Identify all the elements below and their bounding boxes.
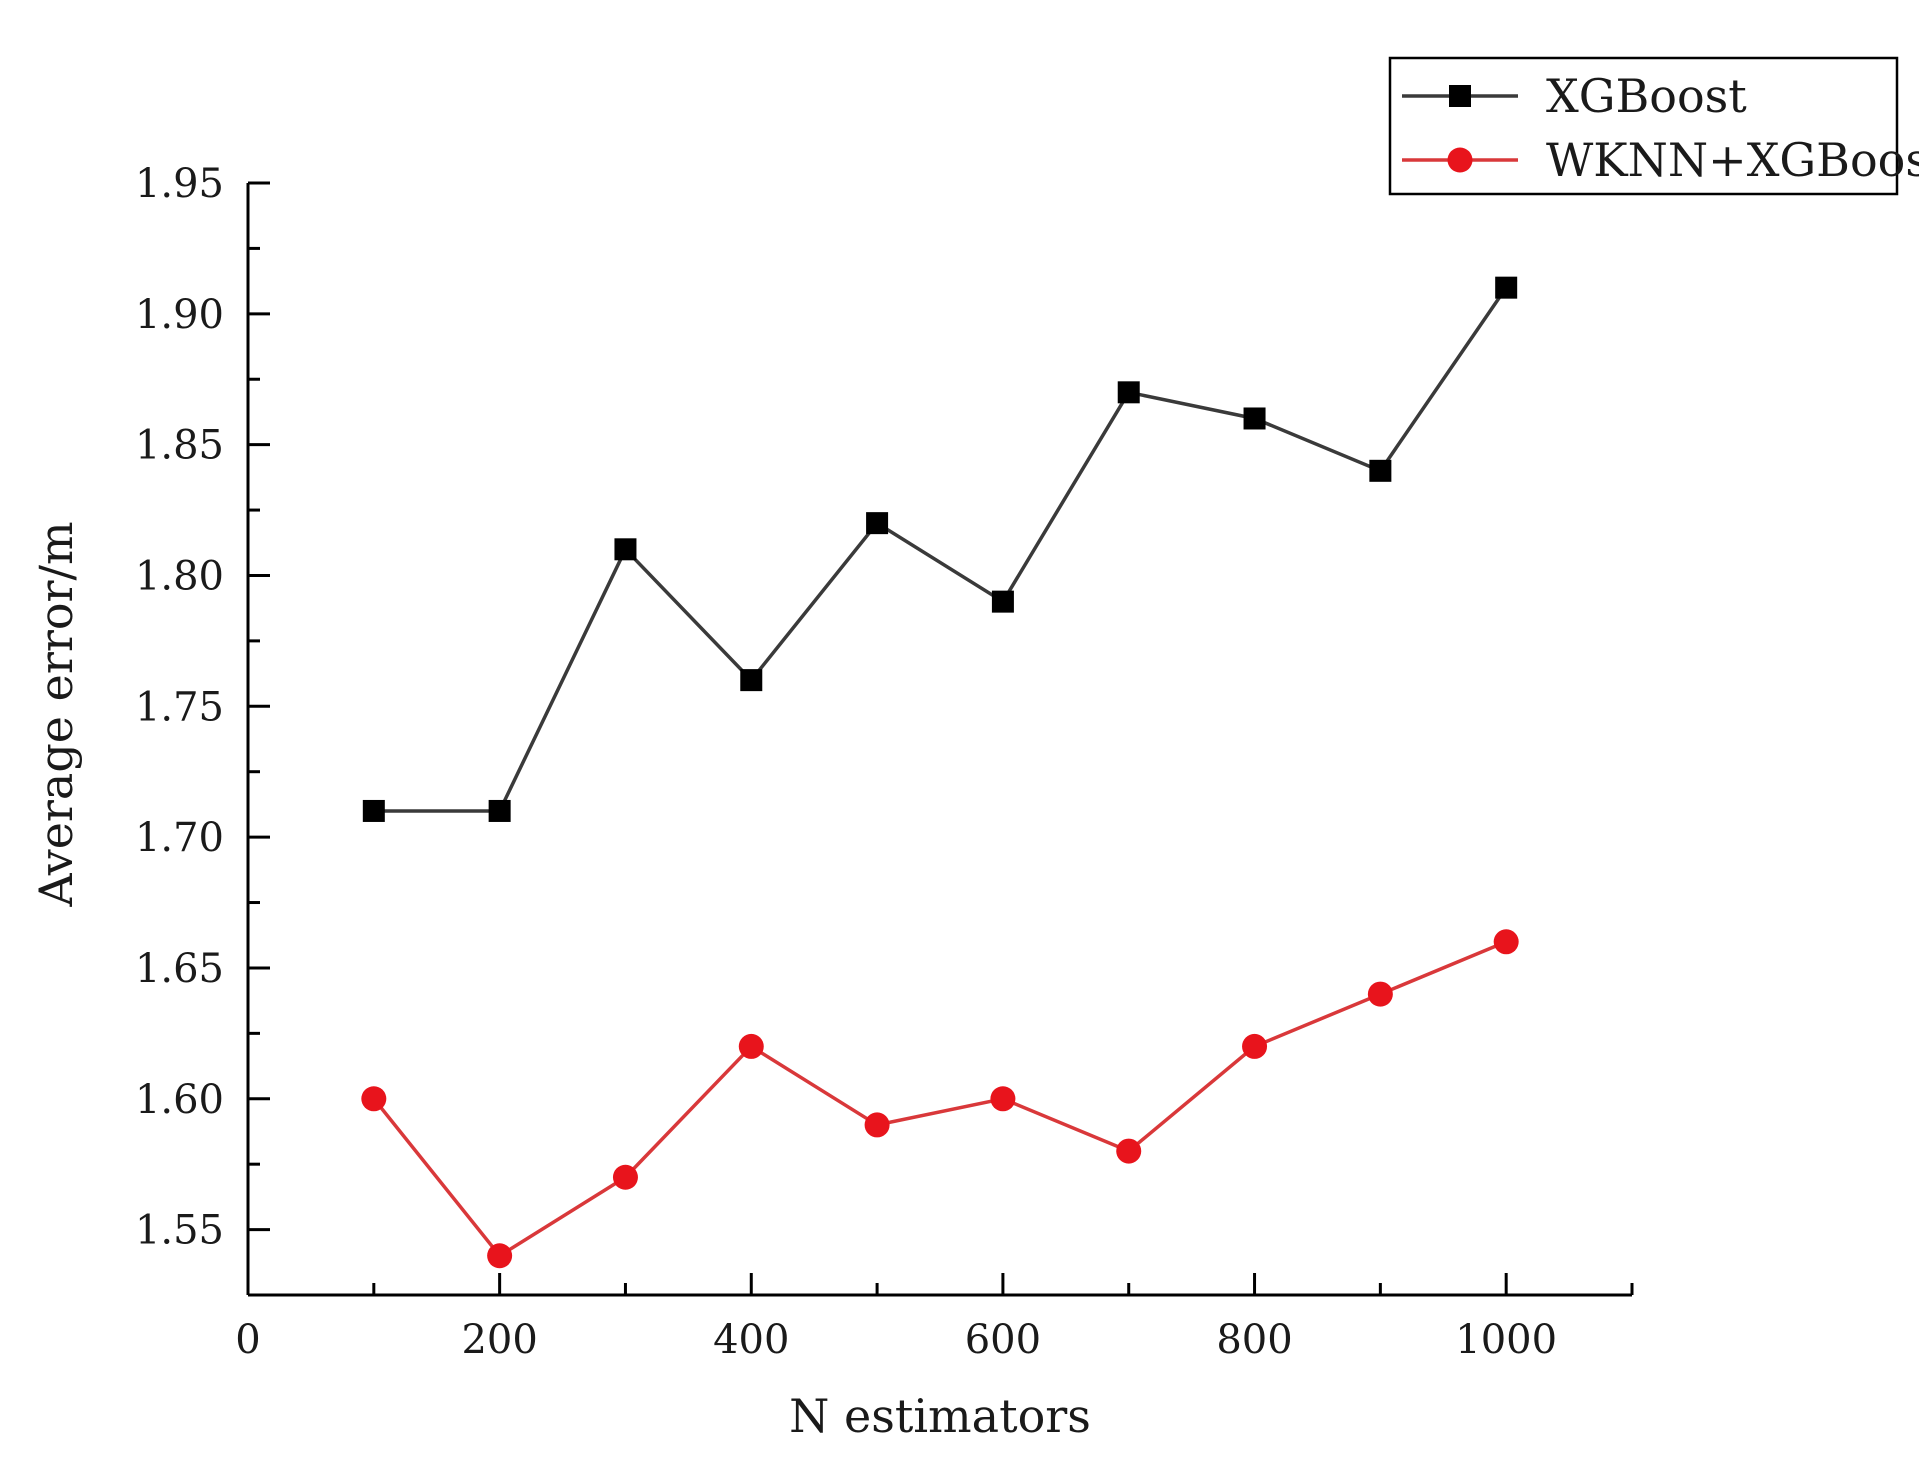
wknn-xgboost-point — [1367, 981, 1393, 1007]
xgboost-point — [866, 512, 889, 535]
x-tick-label: 1000 — [1455, 1317, 1557, 1363]
wknn-xgboost-point — [361, 1086, 387, 1112]
wknn-xgboost-series-line — [372, 940, 1507, 1259]
xgboost-point — [1495, 276, 1518, 299]
x-tick-label: 0 — [235, 1317, 260, 1363]
wknn-xgboost-point — [990, 1086, 1016, 1112]
y-axis-title: Average error/m — [29, 521, 83, 907]
xgboost-point — [362, 799, 385, 822]
y-tick-label: 1.55 — [135, 1208, 224, 1254]
legend-box — [1388, 56, 1899, 196]
y-tick-label: 1.60 — [135, 1077, 224, 1123]
xgboost-point — [614, 538, 637, 561]
y-tick-label: 1.85 — [135, 423, 224, 469]
xgboost-point — [1369, 459, 1392, 482]
legend: XGBoost WKNN+XGBoost — [1388, 56, 1919, 196]
x-tick-label: 600 — [965, 1317, 1041, 1363]
y-tick-label: 1.65 — [135, 946, 224, 992]
y-tick-label: 1.90 — [135, 292, 224, 338]
xgboost-point — [1243, 407, 1266, 430]
xgboost-point — [991, 590, 1014, 613]
wknn-xgboost-point — [487, 1243, 513, 1269]
x-ticks: 0 200 400 600 800 1000 — [235, 1273, 1634, 1363]
wknn-xgboost-point — [1242, 1033, 1268, 1059]
wknn-xgboost-point — [612, 1164, 638, 1190]
xgboost-series-line — [373, 286, 1508, 813]
legend-xgboost-marker — [1449, 85, 1471, 107]
axes — [246, 183, 1632, 1297]
xgboost-point — [488, 799, 511, 822]
wknn-xgboost-point — [864, 1112, 890, 1138]
y-tick-label: 1.70 — [135, 815, 224, 861]
xgboost-point — [1117, 381, 1140, 404]
legend-wknn-xgboost-marker — [1447, 147, 1473, 173]
wknn-xgboost-point — [738, 1033, 764, 1059]
wknn-xgboost-point — [1493, 929, 1519, 955]
legend-xgboost-label: XGBoost — [1546, 69, 1747, 123]
xgboost-point — [740, 669, 763, 692]
x-tick-label: 800 — [1216, 1317, 1292, 1363]
x-tick-label: 200 — [461, 1317, 537, 1363]
y-tick-label: 1.80 — [135, 553, 224, 599]
wknn-xgboost-point — [1116, 1138, 1142, 1164]
x-tick-label: 400 — [713, 1317, 789, 1363]
series-layer — [361, 276, 1519, 1269]
y-ticks: 1.55 1.60 1.65 1.70 1.75 1.80 1.85 1.90 1.95 — [135, 161, 270, 1297]
y-tick-label: 1.75 — [135, 684, 224, 730]
x-axis-title: N estimators — [789, 1389, 1091, 1443]
legend-wknn-xgboost-label: WKNN+XGBoost — [1546, 133, 1919, 187]
y-tick-label: 1.95 — [135, 161, 224, 207]
